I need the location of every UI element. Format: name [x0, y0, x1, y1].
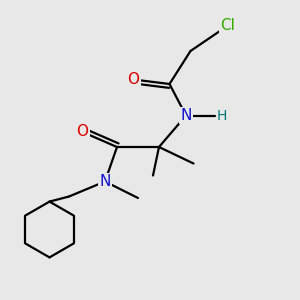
Text: N: N [180, 108, 192, 123]
Text: H: H [217, 109, 227, 122]
Text: N: N [99, 174, 111, 189]
Text: O: O [128, 72, 140, 87]
Text: Cl: Cl [220, 18, 236, 33]
Text: O: O [76, 124, 88, 140]
